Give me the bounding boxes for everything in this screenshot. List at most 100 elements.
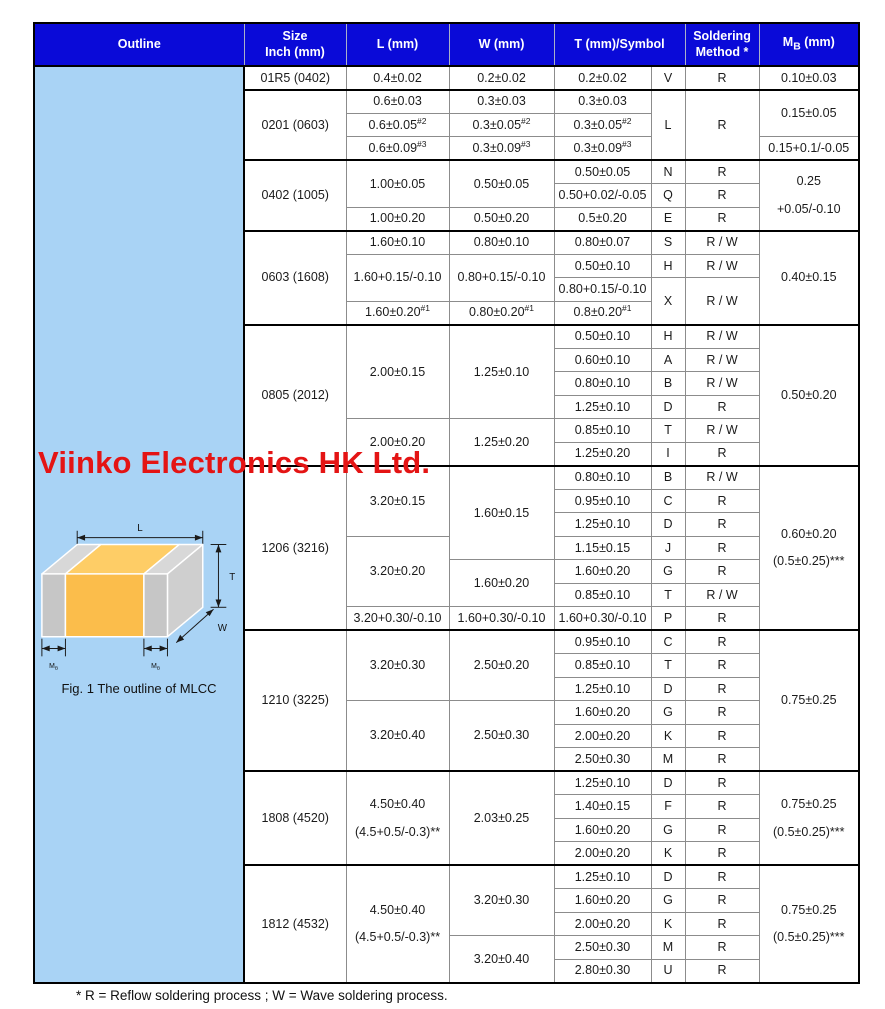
outline-panel: L <box>36 519 242 697</box>
spec-cell: E <box>650 206 686 231</box>
spec-row: 0.85±0.10 T R <box>34 653 859 678</box>
spec-cell: G <box>650 700 686 725</box>
spec-cell: 0.50±0.10 <box>553 253 652 278</box>
spec-row: 1.60+0.15/-0.10 0.80+0.15/-0.10 0.50±0.10 H… <box>34 253 859 302</box>
spec-cell: 0.15+0.1/-0.05 <box>758 136 860 161</box>
spec-cell: 2.00±0.20 <box>345 418 450 466</box>
header-row: Outline Size Inch (mm) L (mm) W (mm) T (… <box>33 22 860 67</box>
spec-cell: R <box>684 441 760 466</box>
size-cell: 1210 (3225) <box>243 629 347 772</box>
spec-cell: 1.60±0.20 <box>553 817 652 842</box>
spec-cell: 1.60±0.20 <box>448 559 555 607</box>
spec-cell: 2.00±0.20 <box>553 723 652 748</box>
spec-cell: 1.60+0.30/-0.10 <box>553 606 652 631</box>
spec-cell: 0.10±0.03 <box>758 65 860 90</box>
dim-mb-right-label: MB <box>151 663 160 671</box>
dim-l-label: L <box>137 523 143 534</box>
spec-cell: 0.3±0.09#3 <box>553 136 652 161</box>
spec-row: 0.80+0.15/-0.10 X R / W <box>34 277 859 325</box>
spec-cell: D <box>650 512 686 537</box>
spec-cell: 0.85±0.10 <box>553 653 652 678</box>
spec-row: 2.00±0.20 K R <box>34 723 859 748</box>
spec-cell: H <box>650 253 686 278</box>
spec-row: 1.60±0.20 1.60±0.20 G R <box>34 559 859 607</box>
spec-cell: 0.95±0.10 <box>553 488 652 513</box>
spec-cell: 1.00±0.20 <box>345 206 450 231</box>
spec-cell: B <box>650 371 686 396</box>
spec-cell: 0.50±0.05 <box>448 159 555 208</box>
spec-row: 0402 (1005) 1.00±0.05 0.50±0.05 0.50±0.05 N R… <box>34 159 860 231</box>
spec-cell: 1.15±0.15 <box>553 535 652 560</box>
spec-cell: 3.20+0.30/-0.10 <box>345 606 450 631</box>
spec-cell: 1.60±0.20#1 <box>345 300 450 325</box>
spec-row: 0.6±0.05#2 0.3±0.05#2 0.3±0.05#2 <box>34 112 859 137</box>
spec-cell: R / W <box>684 323 760 349</box>
spec-cell: 0.85±0.10 <box>553 418 652 443</box>
spec-cell: R / W <box>684 253 760 278</box>
spec-cell: 1.25±0.10 <box>553 512 652 537</box>
spec-cell: 1.60+0.15/-0.10 <box>345 253 450 302</box>
spec-cell: 3.20±0.40 <box>448 935 555 983</box>
size-cell: 01R5 (0402) <box>243 65 347 90</box>
spec-cell: 0.80±0.10 <box>448 229 555 255</box>
spec-row: 0.85±0.10 T R / W <box>34 582 859 607</box>
spec-row: 0603 (1608) 1.60±0.10 0.80±0.10 0.80±0.07 S R… <box>34 229 860 325</box>
spec-cell: 0.50±0.20 <box>758 323 860 466</box>
spec-cell: 2.03±0.25 <box>448 770 555 866</box>
spec-row: 2.50±0.30 M R <box>34 747 859 772</box>
spec-row: 1206 (3216) 3.20±0.15 1.60±0.15 0.80±0.10 B R… <box>34 464 860 631</box>
spec-cell: 4.50±0.40 (4.5+0.5/-0.3)** <box>345 864 450 983</box>
spec-cell: M <box>650 747 686 772</box>
spec-cell: R <box>684 935 760 960</box>
spec-cell: R / W <box>684 277 760 325</box>
dim-w <box>175 608 214 644</box>
spec-cell: R <box>684 794 760 819</box>
size-cell: 0201 (0603) <box>243 88 347 161</box>
spec-row: 0.50+0.02/-0.05 Q R <box>34 183 859 208</box>
spec-cell: R <box>684 394 760 419</box>
spec-cell: R <box>684 629 760 654</box>
size-cell: 1808 (4520) <box>243 770 347 866</box>
spec-cell: 0.6±0.09#3 <box>345 136 450 161</box>
spec-cell: 0.3±0.05#2 <box>448 112 555 137</box>
spec-cell: 0.60±0.20 (0.5±0.25)*** <box>758 464 860 631</box>
spec-cell: R <box>684 512 760 537</box>
spec-cell: J <box>650 535 686 560</box>
spec-row: 2.80±0.30 U R <box>34 958 859 983</box>
spec-cell: D <box>650 770 686 795</box>
spec-cell: A <box>650 347 686 372</box>
spec-row: L <box>33 65 860 983</box>
spec-cell: 0.6±0.03 <box>345 88 450 114</box>
spec-cell: 2.50±0.30 <box>553 747 652 772</box>
spec-cell: 1.25±0.20 <box>448 418 555 466</box>
spec-cell: 0.50±0.10 <box>553 323 652 349</box>
spec-cell: 1.60±0.20 <box>553 888 652 913</box>
spec-cell: 2.50±0.20 <box>448 629 555 701</box>
spec-cell: 0.80+0.15/-0.10 <box>553 277 652 302</box>
spec-cell: 3.20±0.30 <box>345 629 450 701</box>
spec-cell: 0.15±0.05 <box>758 88 860 137</box>
spec-row: 0.60±0.10 A R / W <box>34 347 859 372</box>
spec-cell: T <box>650 418 686 443</box>
spec-cell: Q <box>650 183 686 208</box>
spec-cell: 3.20±0.40 <box>345 700 450 772</box>
spec-cell: 2.80±0.30 <box>553 958 652 983</box>
dim-t-label: T <box>229 572 235 583</box>
col-header-w: W (mm) <box>448 22 555 67</box>
spec-cell: 0.85±0.10 <box>553 582 652 607</box>
spec-cell: R <box>684 864 760 889</box>
spec-cell: R <box>684 206 760 231</box>
mlcc-chip <box>41 543 204 638</box>
size-cell: 1812 (4532) <box>243 864 347 983</box>
spec-row: 1.40±0.15 F R <box>34 794 859 819</box>
dim-w-label: W <box>218 623 228 634</box>
spec-cell: T <box>650 653 686 678</box>
spec-cell: R <box>684 183 760 208</box>
spec-row: 3.20+0.30/-0.10 1.60+0.30/-0.10 1.60+0.30/… <box>34 606 859 631</box>
spec-row: 1.60±0.20 G R <box>34 817 859 842</box>
spec-cell: R <box>684 559 760 584</box>
spec-cell: 1.25±0.10 <box>553 394 652 419</box>
spec-cell: 3.20±0.15 <box>345 464 450 537</box>
spec-cell: R / W <box>684 418 760 443</box>
spec-cell: 1.00±0.05 <box>345 159 450 208</box>
